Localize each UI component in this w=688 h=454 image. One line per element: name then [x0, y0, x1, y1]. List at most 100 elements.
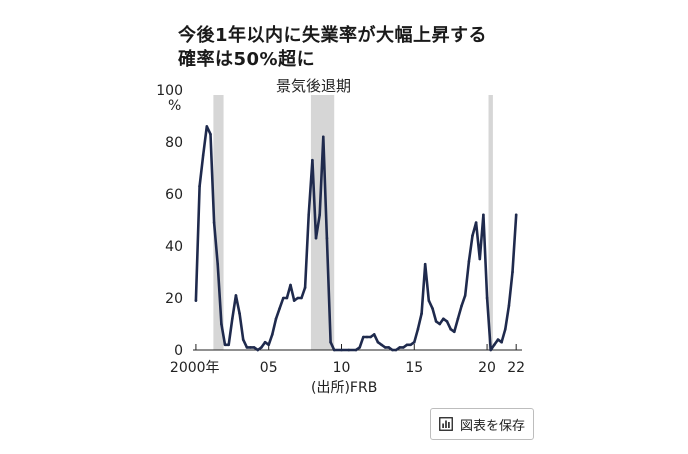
save-chart-button-label: 図表を保存: [459, 418, 525, 434]
data-point: [503, 327, 507, 331]
data-point: [314, 236, 318, 240]
data-point: [471, 234, 474, 237]
data-point: [372, 333, 376, 336]
data-point: [496, 338, 500, 341]
x-tick-label: 22: [507, 360, 525, 376]
data-point: [223, 343, 227, 347]
data-point: [194, 299, 198, 302]
x-tick-label: 05: [260, 360, 278, 376]
data-point: [416, 327, 420, 331]
recession-legend-label: 景気後退期: [276, 77, 351, 95]
data-point: [231, 317, 234, 321]
data-point: [332, 348, 336, 352]
data-point: [511, 270, 514, 274]
data-point: [420, 312, 423, 315]
data-point: [478, 257, 482, 261]
y-tick-label: 40: [165, 239, 183, 255]
data-point: [311, 158, 314, 162]
chart-title: 今後1年以内に失業率が大幅上昇する 確率は50%超に: [178, 24, 487, 72]
data-point: [362, 335, 365, 339]
chart-title-line-1: 今後1年以内に失業率が大幅上昇する: [178, 25, 488, 46]
data-point: [249, 346, 252, 349]
data-point: [303, 286, 307, 289]
data-point: [234, 294, 238, 297]
save-chart-button[interactable]: 図表を保存: [430, 408, 534, 440]
data-point: [394, 348, 398, 352]
data-point: [358, 346, 361, 349]
data-point: [442, 317, 445, 321]
data-point: [252, 346, 256, 349]
y-tick-label: 100: [156, 83, 183, 99]
data-point: [474, 221, 478, 224]
y-tick-label: 80: [165, 135, 183, 151]
data-point: [485, 296, 489, 300]
source-note: (出所)FRB: [311, 380, 378, 396]
data-point: [278, 307, 281, 310]
data-point: [245, 346, 249, 349]
series-line-probability: [194, 125, 518, 352]
data-point: [347, 348, 351, 352]
data-point: [212, 221, 216, 224]
data-point: [267, 343, 270, 347]
data-point: [260, 346, 263, 349]
y-tick-label: 60: [165, 187, 183, 203]
data-point: [460, 304, 463, 308]
data-point: [329, 340, 332, 344]
data-point: [274, 317, 278, 321]
data-point: [467, 260, 471, 263]
data-point: [453, 330, 456, 334]
data-point: [365, 335, 369, 339]
data-point: [380, 343, 383, 347]
series-points: [194, 125, 518, 352]
data-point: [198, 184, 201, 188]
data-point: [296, 296, 300, 300]
data-point: [427, 299, 431, 302]
data-point: [216, 262, 220, 266]
recession-band-3: [488, 95, 493, 350]
data-point: [412, 340, 416, 344]
data-point: [285, 296, 289, 300]
data-point: [445, 320, 449, 323]
x-axis-ticks: 2000年 05 10 15 20 22: [170, 344, 525, 376]
bar-chart-icon: [439, 417, 453, 431]
recession-band-1: [213, 95, 224, 350]
data-point: [318, 213, 321, 217]
data-point: [456, 317, 460, 321]
data-point: [434, 320, 438, 323]
data-point: [431, 307, 434, 310]
x-tick-label: 2000年: [170, 360, 220, 376]
chart-title-line-2: 確率は50%超に: [178, 49, 316, 70]
data-point: [463, 294, 467, 297]
data-point: [383, 346, 387, 349]
data-point: [405, 343, 409, 347]
y-axis-ticks: 0 20 40 60 80 100: [156, 83, 183, 359]
data-point: [220, 322, 223, 326]
data-point: [263, 340, 267, 344]
data-point: [209, 132, 212, 136]
data-point: [354, 348, 358, 352]
data-point: [256, 348, 260, 352]
data-point: [281, 296, 285, 300]
data-point: [241, 338, 245, 341]
x-tick-label: 10: [333, 360, 351, 376]
data-point: [238, 312, 241, 315]
data-point: [307, 213, 311, 217]
data-point: [489, 348, 493, 352]
data-point: [482, 213, 485, 217]
data-point: [376, 340, 380, 344]
data-point: [438, 322, 442, 326]
data-point: [391, 348, 394, 352]
y-tick-label: 0: [174, 343, 183, 359]
data-point: [271, 333, 274, 336]
data-point: [340, 348, 343, 352]
data-point: [289, 283, 292, 287]
data-point: [292, 299, 296, 302]
data-point: [514, 213, 518, 217]
data-point: [201, 153, 205, 157]
data-point: [321, 135, 325, 139]
data-point: [300, 296, 303, 300]
data-point: [402, 346, 405, 349]
data-point: [493, 343, 496, 347]
data-point: [369, 335, 372, 339]
